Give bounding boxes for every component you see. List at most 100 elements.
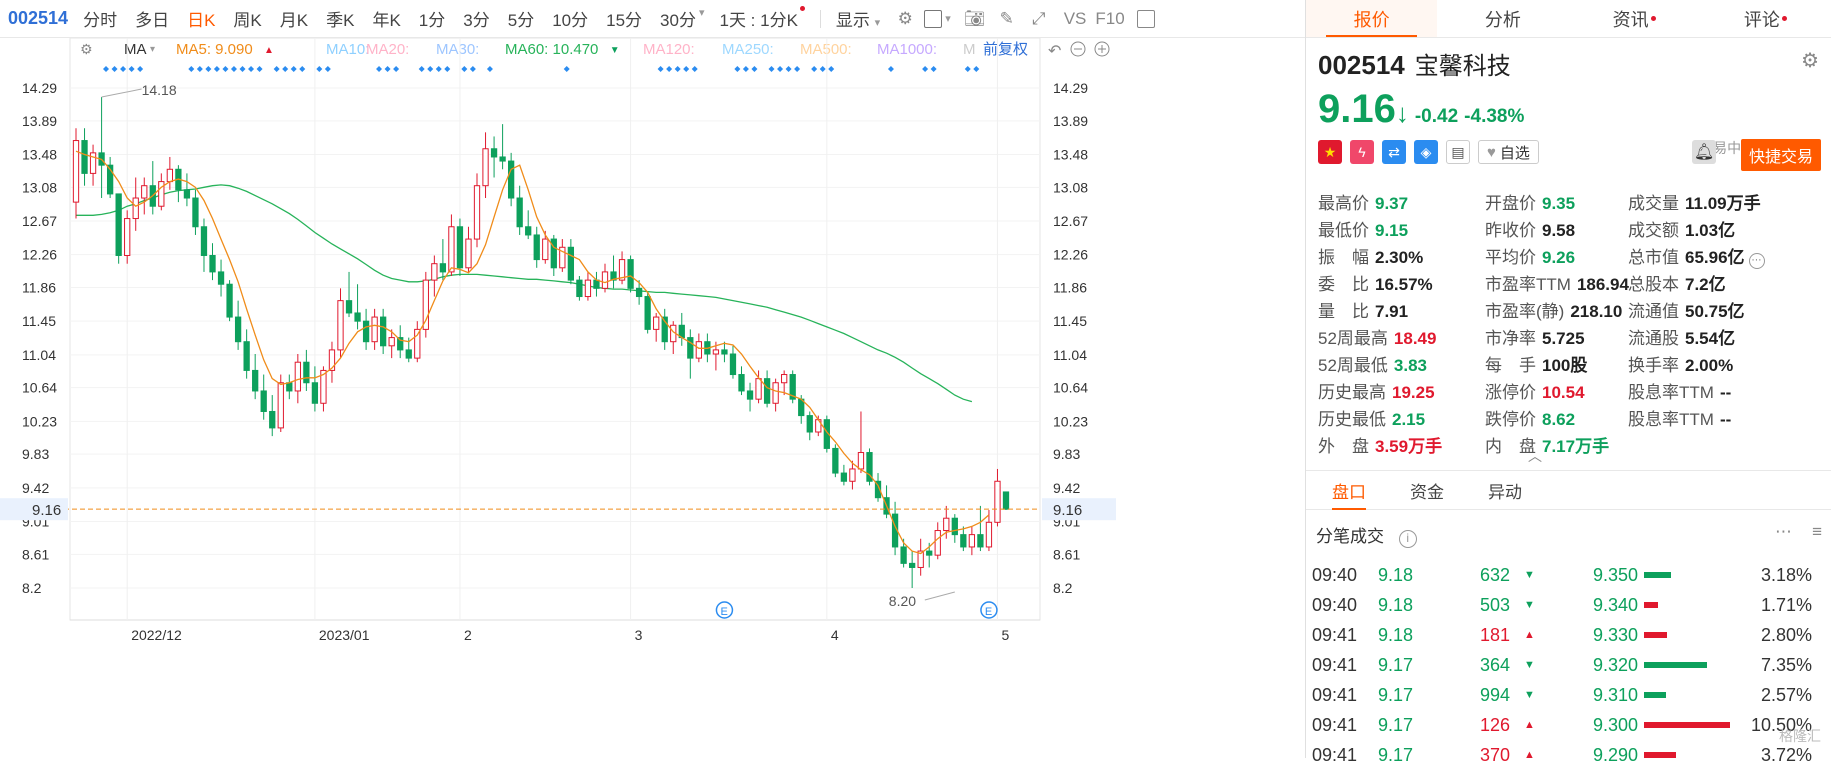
- collapse-icon[interactable]: ︿: [1528, 448, 1542, 464]
- chevron-down-icon: ▾: [945, 13, 951, 25]
- period-tab[interactable]: 5分: [507, 11, 535, 30]
- y-tick-label-left: 11.04: [22, 347, 56, 363]
- period-tab[interactable]: 10分: [552, 11, 589, 30]
- candle-body: [81, 140, 88, 174]
- more-icon[interactable]: ⋯: [1775, 522, 1792, 541]
- candle-body: [132, 197, 139, 220]
- y-tick-label-left: 9.83: [22, 446, 49, 462]
- detail-tab[interactable]: 盘口: [1332, 471, 1366, 510]
- square-icon[interactable]: [924, 9, 943, 28]
- signal-marker: [103, 66, 109, 72]
- signal-marker: [239, 66, 246, 72]
- period-tab[interactable]: 1分: [418, 11, 446, 30]
- period-tab[interactable]: 周K: [233, 11, 262, 30]
- adjust-mode-button[interactable]: 前复权: [983, 40, 1028, 58]
- undo-icon: ↶: [1048, 43, 1061, 60]
- signal-marker: [811, 66, 818, 72]
- info-icon[interactable]: i: [1398, 530, 1417, 548]
- period-tab[interactable]: 分时: [83, 11, 118, 30]
- y-tick-label-right: 13.48: [1053, 147, 1088, 163]
- china-flag-icon[interactable]: ★: [1318, 140, 1342, 164]
- candle-body: [345, 300, 353, 314]
- event-marker-label: E: [720, 606, 727, 618]
- period-tab[interactable]: 多日: [135, 11, 170, 30]
- f10-button[interactable]: F10: [1095, 8, 1125, 28]
- metric-value: 16.57%: [1375, 275, 1433, 294]
- tick-row: 09:41 9.17 126 ▲ 9.300 10.50%: [1306, 710, 1831, 740]
- detail-tab[interactable]: 异动: [1488, 482, 1522, 502]
- quote-tab[interactable]: 资讯: [1569, 0, 1700, 37]
- quote-tab[interactable]: 报价: [1306, 0, 1438, 37]
- quote-tab[interactable]: 评论: [1700, 0, 1831, 37]
- candle-body: [431, 263, 438, 281]
- candle-body: [789, 374, 796, 400]
- price-tag-right: 9.16: [1053, 502, 1082, 519]
- y-tick-label-left: 14.29: [22, 80, 57, 96]
- display-menu[interactable]: 显示 ▾: [836, 6, 880, 31]
- ticks-list: 09:40 9.18 632 ▼ 9.350 3.18% 09:40 9.18 503 ▼ 9.34…: [1306, 560, 1831, 770]
- tick-row: 09:41 9.17 370 ▲ 9.290 3.72%: [1306, 740, 1831, 770]
- event-marker[interactable]: E: [980, 601, 998, 619]
- note-icon[interactable]: ▤: [1446, 140, 1470, 164]
- period-tab[interactable]: 3分: [463, 11, 490, 30]
- candle-body: [567, 246, 575, 281]
- bell-icon[interactable]: 🔔︎: [1692, 140, 1716, 164]
- candle-body: [507, 160, 515, 199]
- metric-cell: 历史最低 2.15: [1318, 405, 1485, 430]
- tick-price: 9.18: [1378, 594, 1414, 615]
- candle-body: [371, 316, 378, 343]
- metric-value: 8.62: [1542, 410, 1576, 429]
- metric-cell: 最低价 9.15: [1318, 216, 1485, 241]
- period-tab[interactable]: 日K: [187, 11, 216, 30]
- add-watchlist-button[interactable]: ♥ 自选: [1478, 140, 1539, 164]
- order-level-bar: [1644, 752, 1676, 758]
- period-tab[interactable]: 15分: [606, 11, 643, 30]
- camera-icon[interactable]: 📷︎: [963, 8, 986, 28]
- gear-icon[interactable]: ⚙: [1801, 50, 1819, 72]
- signal-marker: [751, 66, 758, 72]
- shuffle-icon[interactable]: ⇄: [1382, 140, 1406, 164]
- period-select[interactable]: 1天 : 1分K: [720, 6, 805, 31]
- y-tick-label-left: 12.26: [22, 247, 57, 263]
- quote-tab-label: 资讯: [1612, 9, 1649, 30]
- more-icon[interactable]: ⋯: [1748, 252, 1765, 269]
- candle-body: [635, 287, 643, 298]
- detail-tab[interactable]: 资金: [1410, 482, 1444, 502]
- period-tab[interactable]: 年K: [372, 11, 401, 30]
- ma-legend-item: MA5: 9.090: [176, 41, 253, 58]
- event-marker-circle: [980, 601, 998, 619]
- quote-tab[interactable]: 分析: [1437, 0, 1568, 37]
- signal-marker: [248, 66, 255, 72]
- metric-cell: 市净率 5.725: [1485, 324, 1628, 349]
- kline-chart[interactable]: ⚙ MA ▾ MA5: 9.090 ▲ MA10:MA20: MA30: MA60: 10.4…: [0, 38, 1305, 758]
- y-tick-label-left: 12.67: [22, 213, 57, 229]
- candle-body: [286, 382, 293, 392]
- event-marker[interactable]: E: [715, 601, 734, 619]
- fullscreen-icon[interactable]: ⤢: [1031, 8, 1046, 28]
- signal-marker: [213, 66, 220, 72]
- lightning-icon[interactable]: ϟ: [1350, 140, 1374, 164]
- candle-body: [328, 349, 336, 371]
- ma-legend: ⚙ MA ▾ MA5: 9.090 ▲ MA10:MA20: MA30: MA60: 10.4…: [80, 40, 1028, 58]
- candle-body: [917, 550, 924, 568]
- pencil-icon[interactable]: ✎: [999, 8, 1014, 28]
- vs-button[interactable]: VS: [1063, 8, 1087, 28]
- zoom-in-icon: [1094, 41, 1110, 57]
- period-tab[interactable]: 月K: [279, 11, 309, 30]
- candle-body: [644, 296, 651, 330]
- period-tab[interactable]: 30分: [660, 11, 696, 30]
- candle-body: [943, 517, 950, 532]
- panel-toggle-icon[interactable]: [1136, 9, 1155, 28]
- list-icon[interactable]: ≡: [1812, 522, 1822, 541]
- quick-trade-button[interactable]: 快捷交易: [1740, 139, 1821, 171]
- price-tag-right-bg: [1042, 498, 1116, 521]
- signal-marker: [222, 66, 229, 72]
- metric-value: 9.58: [1542, 221, 1576, 240]
- period-tab[interactable]: 季K: [326, 11, 355, 30]
- candle-body: [89, 152, 97, 174]
- tag-icon[interactable]: ◈: [1414, 140, 1438, 164]
- tick-row: 09:41 9.17 364 ▼ 9.320 7.35%: [1306, 650, 1831, 680]
- signal-marker: [922, 66, 929, 72]
- candle-body: [260, 390, 267, 412]
- gear-icon[interactable]: ⚙: [897, 8, 913, 28]
